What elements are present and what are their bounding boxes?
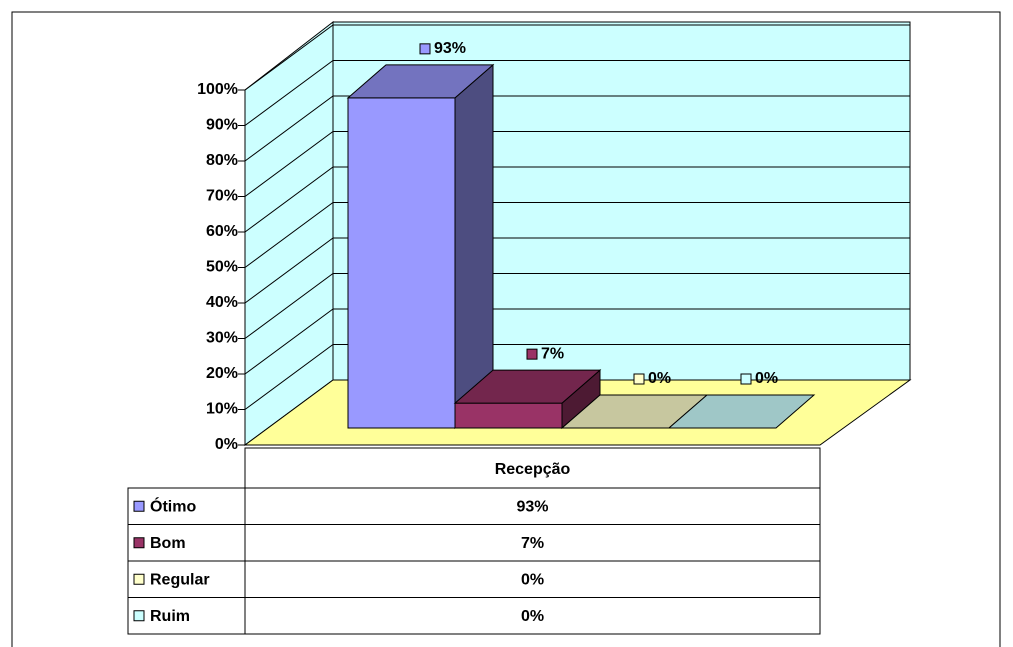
bar-top (453, 369, 602, 404)
y-tick-label: 10% (206, 401, 238, 418)
data-table: Recepção Ótimo 93% Bom 7% Regular 0% Ruim 0% (127, 447, 821, 635)
grid-line (244, 273, 910, 339)
table-value: 7% (521, 535, 544, 552)
grid-line (244, 166, 910, 233)
bar (667, 394, 816, 429)
table-header: Recepção (495, 461, 571, 478)
y-tick-label: 20% (206, 365, 238, 382)
grid-line (244, 308, 910, 375)
grid-line (244, 202, 910, 268)
grid-line (244, 237, 910, 304)
grid: 0% 10% 20% 30% 40% 50% 60% 70% 80% 90% 100% (197, 24, 910, 453)
table-cell (244, 560, 821, 598)
y-tick-label: 0% (215, 436, 238, 453)
grid-line (244, 95, 910, 162)
table-header-cell (244, 447, 821, 489)
y-tick-label: 90% (206, 117, 238, 134)
y-tick-label: 40% (206, 294, 238, 311)
y-tick-label: 30% (206, 330, 238, 347)
data-label: 93% (434, 40, 466, 57)
table-row-head (127, 597, 246, 635)
legend-label: Bom (150, 535, 186, 552)
bar-top (667, 394, 816, 429)
y-tick-label: 70% (206, 188, 238, 205)
y-tick-label: 50% (206, 259, 238, 276)
bar-front (454, 402, 563, 429)
table-cell (244, 597, 821, 635)
bar (453, 369, 602, 430)
bar-front (347, 97, 456, 429)
table-row-head (127, 524, 246, 562)
side-wall (244, 20, 334, 446)
grid-line (244, 24, 910, 91)
legend-key (133, 500, 145, 512)
grid-line (244, 131, 910, 197)
data-label-key (633, 373, 645, 385)
grid-line (244, 344, 910, 410)
y-tick-label: 80% (206, 152, 238, 169)
bar-side (454, 63, 494, 430)
legend-key (133, 610, 145, 622)
legend-label: Ótimo (150, 496, 196, 515)
bar (346, 63, 495, 430)
table-value: 93% (516, 498, 548, 515)
data-label-key (419, 43, 431, 55)
bars: 93% 7% 0% 0% (346, 40, 816, 430)
data-label: 7% (541, 345, 564, 362)
data-label: 0% (648, 370, 671, 387)
data-label-key (526, 348, 538, 360)
bar-top (346, 64, 495, 99)
data-label-key (740, 373, 752, 385)
table-value: 0% (521, 608, 544, 625)
table-cell (244, 524, 821, 562)
table-row-head (127, 560, 246, 598)
y-tick-label: 60% (206, 223, 238, 240)
legend-label: Regular (150, 571, 210, 588)
legend-label: Ruim (150, 608, 190, 625)
data-label: 0% (755, 370, 778, 387)
legend-key (133, 573, 145, 585)
y-tick-label: 100% (197, 81, 238, 98)
legend-key (133, 537, 145, 549)
grid-line (244, 60, 910, 126)
table-value: 0% (521, 571, 544, 588)
